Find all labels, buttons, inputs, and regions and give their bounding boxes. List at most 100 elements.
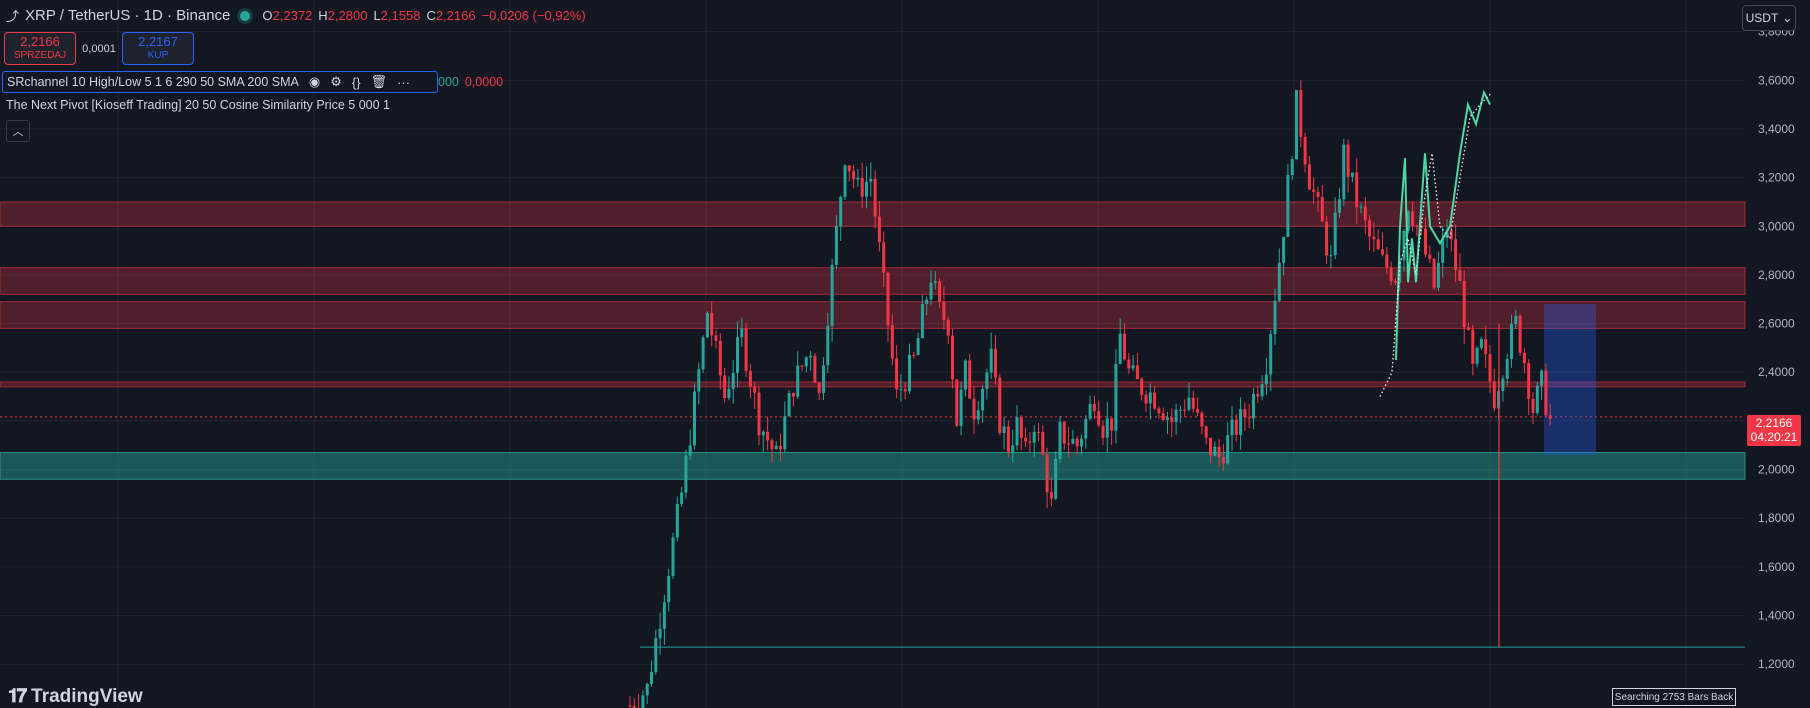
candle-body [1406, 211, 1410, 231]
candle-body [675, 504, 679, 538]
candle-body [723, 375, 727, 399]
candle-body [1127, 359, 1131, 369]
candle-body [680, 492, 684, 505]
indicator-value-red: 0,0000 [464, 75, 504, 89]
candle-body [847, 165, 851, 172]
candle-body [1389, 267, 1393, 282]
candle-body [650, 671, 653, 684]
indicator-next-pivot[interactable]: The Next Pivot [Kioseff Trading] 20 50 C… [6, 98, 390, 112]
candle-body [1299, 90, 1303, 137]
source-code-icon[interactable]: {} [351, 74, 361, 90]
candle-body [895, 358, 899, 390]
candle-body [1312, 189, 1316, 192]
candle-body [1415, 225, 1419, 227]
currency-select[interactable]: USDT ⌄ [1742, 5, 1796, 31]
candle-body [770, 440, 774, 450]
candle-body [1393, 281, 1397, 283]
candle-body [1054, 458, 1058, 499]
candle-body [1428, 254, 1432, 259]
search-status-badge: Searching 2753 Bars Back [1612, 688, 1736, 706]
candle-body [869, 178, 873, 182]
indicator-srchannel[interactable]: SRchannel 10 High/Low 5 1 6 290 50 SMA 2… [2, 71, 438, 93]
candle-body [1402, 230, 1406, 261]
candle-body [787, 393, 791, 417]
sell-button[interactable]: 2,2166 SPRZEDAJ [4, 32, 76, 65]
candle-body [1484, 339, 1488, 355]
candle-body [1239, 409, 1243, 435]
candle-body [1277, 262, 1281, 301]
y-tick-label: 1,8000 [1758, 511, 1795, 525]
candle-body [1531, 398, 1535, 413]
tradingview-logo[interactable]: 𝟏𝟕 TradingView [8, 686, 143, 708]
ohlc-key: H [318, 8, 328, 23]
candle-body [645, 683, 649, 696]
y-tick-label: 3,4000 [1758, 122, 1795, 136]
ohlc-value: 2,2372 [272, 8, 313, 23]
ohlc-key: O [262, 8, 273, 23]
candle-body [1123, 333, 1126, 360]
support-zone [0, 452, 1746, 480]
candle-body [877, 216, 881, 243]
candle-body [671, 537, 675, 576]
candle-body [1131, 365, 1135, 369]
candle-body [1049, 492, 1053, 499]
candle-body [925, 299, 929, 305]
candle-body [1084, 418, 1088, 439]
buy-label: KUP [147, 49, 169, 61]
candle-body [1325, 221, 1329, 256]
resistance-zone [0, 201, 1746, 227]
candle-body [1260, 384, 1264, 397]
candle-body [908, 354, 911, 392]
candle-body [1071, 438, 1075, 444]
candle-body [1385, 254, 1389, 268]
settings-icon[interactable]: ⚙ [330, 74, 342, 89]
candle-body [817, 382, 821, 393]
candle-body [1338, 199, 1341, 213]
ohlc-value: 2,2166 [435, 8, 476, 23]
candle-body [830, 264, 834, 326]
candle-body [1217, 446, 1221, 458]
candle-body [1363, 206, 1367, 221]
candle-body [882, 242, 886, 273]
candle-body [865, 181, 868, 197]
chevron-up-icon: ︿ [12, 126, 24, 138]
candle-body [1269, 333, 1273, 375]
market-status-icon[interactable] [240, 10, 251, 21]
candle-body [834, 226, 838, 265]
candle-body [1024, 437, 1028, 442]
candle-body [916, 337, 920, 355]
candle-body [744, 328, 748, 371]
more-icon[interactable]: ··· [397, 74, 411, 90]
collapse-indicators-button[interactable]: ︿ [6, 120, 30, 142]
candles [628, 80, 1552, 708]
sr-zones [0, 201, 1746, 648]
y-axis: 3,80003,60003,40003,20003,00002,80002,60… [1758, 25, 1795, 672]
candle-body [985, 372, 989, 389]
pattern-match-box [1544, 304, 1596, 455]
candle-body [783, 416, 787, 450]
ohlc-value: −0,0206 (−0,92%) [481, 8, 586, 23]
candle-body [1157, 408, 1161, 414]
candle-body [1273, 300, 1277, 334]
candle-body [736, 337, 739, 373]
candle-body [1471, 329, 1475, 364]
symbol-title[interactable]: XRP / TetherUS · 1D · Binance [25, 7, 231, 24]
candle-body [693, 391, 696, 446]
ohlc-value: 2,2800 [327, 8, 368, 23]
buy-button[interactable]: 2,2167 KUP [122, 32, 194, 65]
candle-body [753, 386, 757, 393]
candle-body [920, 304, 924, 338]
projection-lines [1379, 89, 1493, 397]
eye-icon[interactable]: ◉ [308, 74, 321, 89]
trash-icon[interactable]: 🗑 [370, 74, 388, 89]
candle-body [886, 272, 890, 326]
candle-body [628, 705, 632, 707]
candle-body [843, 165, 847, 197]
candle-body [822, 365, 825, 393]
candle-body [705, 312, 709, 338]
candle-body [1445, 230, 1449, 239]
y-tick-label: 3,6000 [1758, 73, 1795, 87]
candle-body [1101, 425, 1105, 438]
candle-body [1303, 136, 1307, 165]
